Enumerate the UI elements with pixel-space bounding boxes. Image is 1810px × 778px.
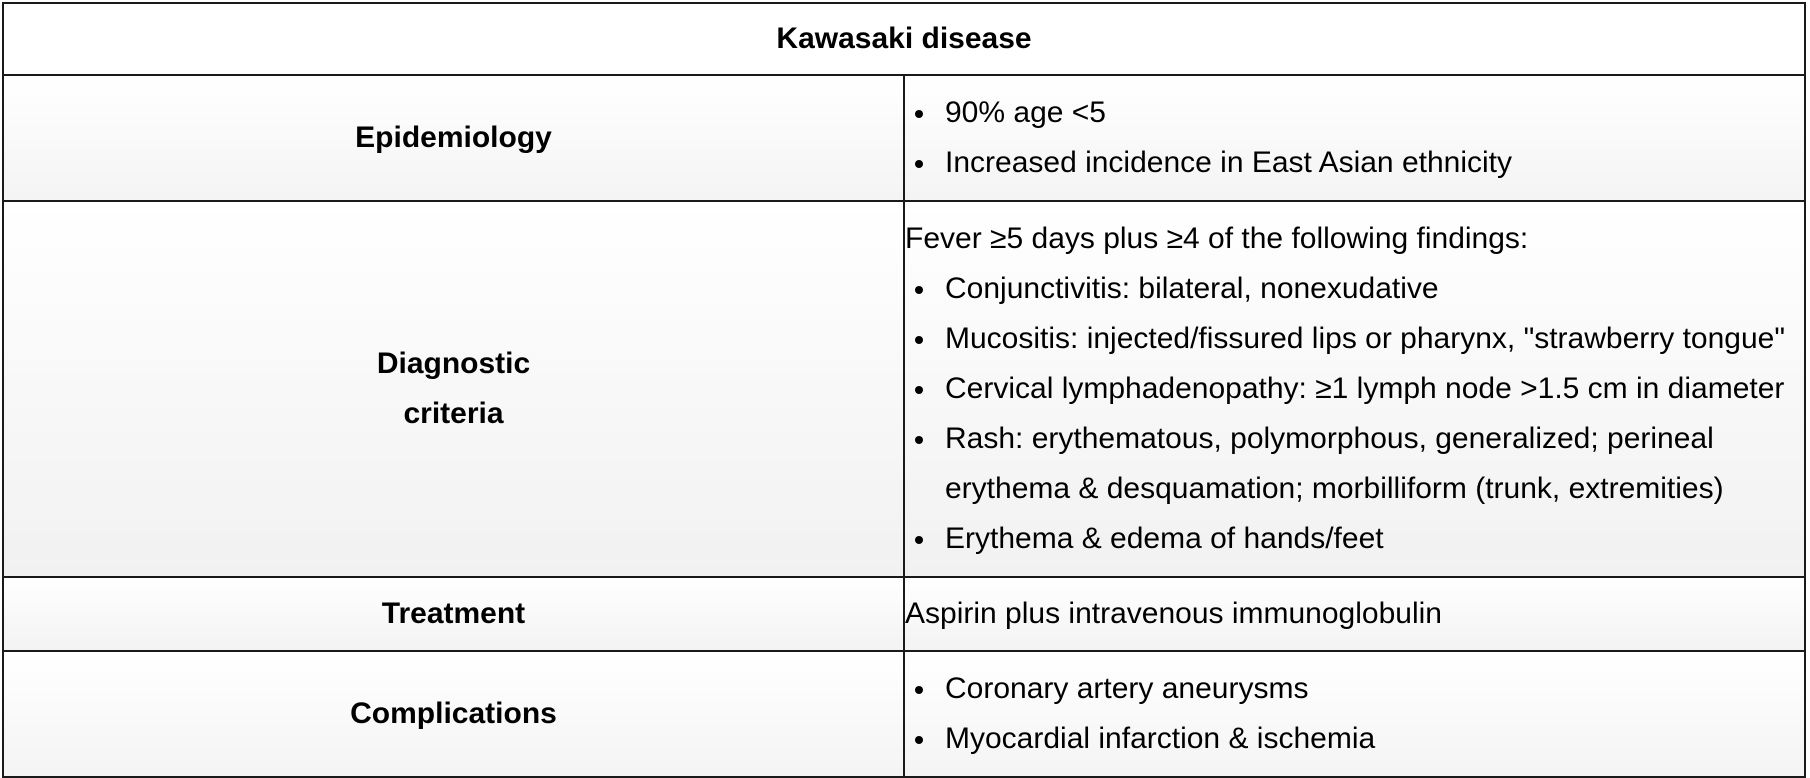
row-content-diagnostic-criteria: Fever ≥5 days plus ≥4 of the following f…: [903, 200, 1806, 578]
list-item: 90% age <5: [905, 88, 1804, 138]
epidemiology-list: 90% age <5 Increased incidence in East A…: [905, 88, 1804, 188]
list-item: Rash: erythematous, polymorphous, genera…: [905, 414, 1804, 514]
table-row-treatment: Treatment Aspirin plus intravenous immun…: [2, 576, 1806, 652]
list-item: Mucositis: injected/fissured lips or pha…: [905, 314, 1804, 364]
table-title: Kawasaki disease: [2, 2, 1806, 76]
row-label-treatment: Treatment: [2, 576, 905, 652]
list-item: Increased incidence in East Asian ethnic…: [905, 138, 1804, 188]
list-item: Erythema & edema of hands/feet: [905, 514, 1804, 564]
row-label-line: Diagnostic: [376, 347, 531, 380]
list-item: Coronary artery aneurysms: [905, 664, 1804, 714]
list-item: Conjunctivitis: bilateral, nonexudative: [905, 264, 1804, 314]
row-content-complications: Coronary artery aneurysms Myocardial inf…: [903, 650, 1806, 778]
complications-list: Coronary artery aneurysms Myocardial inf…: [905, 664, 1804, 764]
row-label-line: criteria: [403, 397, 504, 430]
table-row-complications: Complications Coronary artery aneurysms …: [2, 650, 1806, 778]
row-label-epidemiology: Epidemiology: [2, 74, 905, 202]
criteria-intro: Fever ≥5 days plus ≥4 of the following f…: [905, 222, 1529, 255]
list-item: Myocardial infarction & ischemia: [905, 714, 1804, 764]
row-content-epidemiology: 90% age <5 Increased incidence in East A…: [903, 74, 1806, 202]
list-item: Cervical lymphadenopathy: ≥1 lymph node …: [905, 364, 1804, 414]
diagnostic-criteria-list: Conjunctivitis: bilateral, nonexudative …: [905, 264, 1804, 564]
table-row-diagnostic-criteria: Diagnostic criteria Fever ≥5 days plus ≥…: [2, 200, 1806, 578]
table-row-epidemiology: Epidemiology 90% age <5 Increased incide…: [2, 74, 1806, 202]
row-label-diagnostic-criteria: Diagnostic criteria: [2, 200, 905, 578]
row-label-complications: Complications: [2, 650, 905, 778]
row-content-treatment: Aspirin plus intravenous immunoglobulin: [903, 576, 1806, 652]
title-row: Kawasaki disease: [2, 2, 1806, 76]
